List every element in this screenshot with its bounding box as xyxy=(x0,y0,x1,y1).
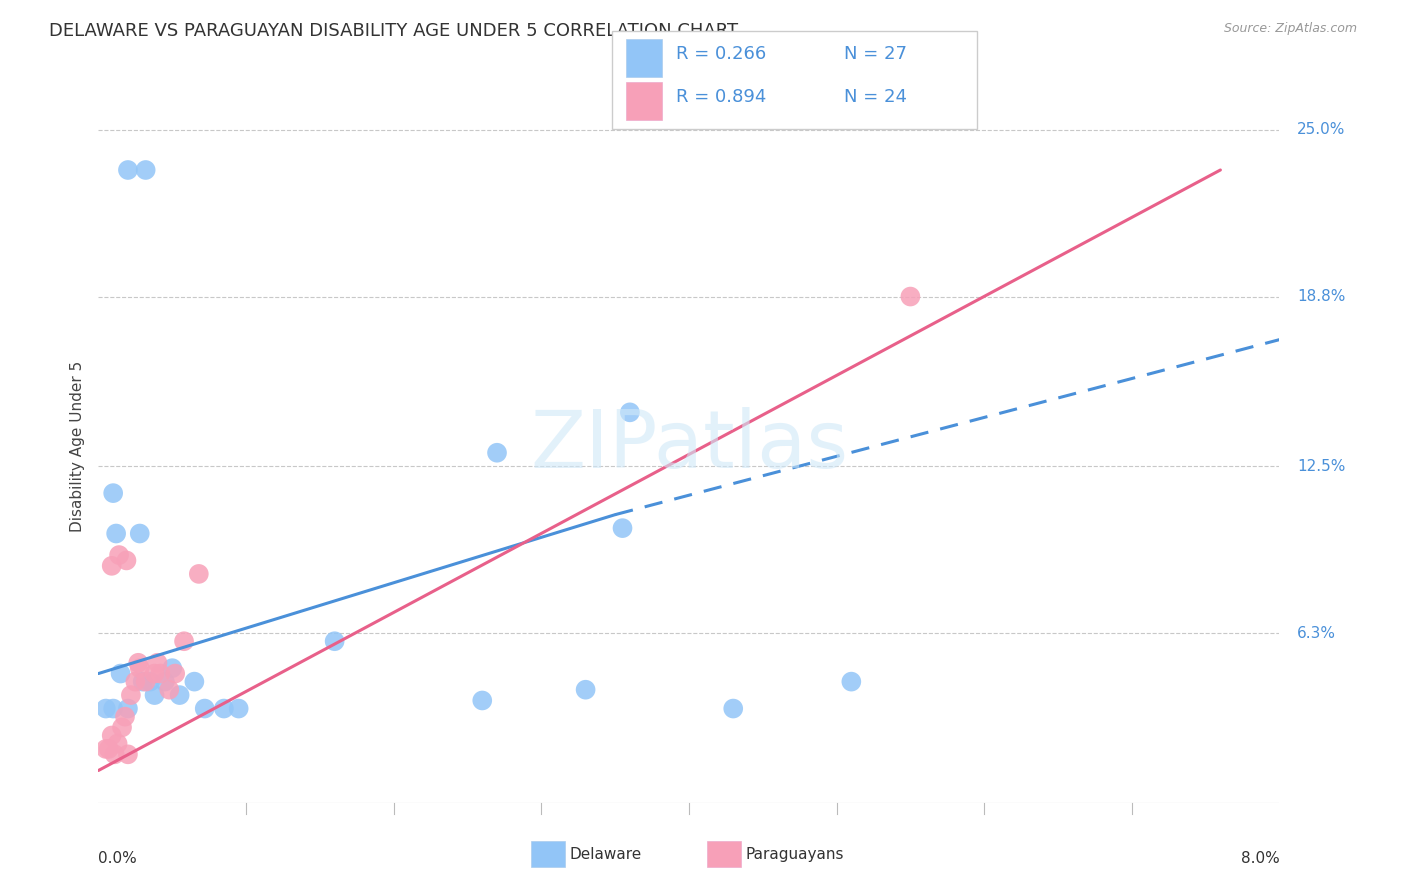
Point xyxy=(194,701,217,715)
Point xyxy=(841,674,863,689)
Point xyxy=(120,688,142,702)
Text: 0.0%: 0.0% xyxy=(98,851,138,866)
Point xyxy=(104,747,127,762)
Point xyxy=(146,656,169,670)
Point xyxy=(575,682,598,697)
Text: N = 27: N = 27 xyxy=(844,45,907,63)
Point xyxy=(107,737,129,751)
Point xyxy=(723,701,745,715)
Text: 12.5%: 12.5% xyxy=(1298,458,1346,474)
Point xyxy=(169,688,191,702)
Text: 6.3%: 6.3% xyxy=(1298,625,1336,640)
Point xyxy=(111,720,134,734)
Point xyxy=(124,674,146,689)
Text: ZIPatlas: ZIPatlas xyxy=(530,407,848,485)
Point xyxy=(149,666,172,681)
Point xyxy=(612,521,634,535)
Point xyxy=(153,674,176,689)
Text: 25.0%: 25.0% xyxy=(1298,122,1346,137)
Point xyxy=(103,486,125,500)
Text: Delaware: Delaware xyxy=(569,847,641,862)
Point xyxy=(139,674,162,689)
Point xyxy=(486,446,509,460)
Text: N = 24: N = 24 xyxy=(844,88,907,106)
Text: 8.0%: 8.0% xyxy=(1240,851,1279,866)
Point xyxy=(117,747,139,762)
Point xyxy=(128,661,150,675)
Point xyxy=(157,682,180,697)
Point xyxy=(183,674,205,689)
Point xyxy=(135,163,157,178)
Point xyxy=(108,548,131,562)
Point xyxy=(127,656,149,670)
Point xyxy=(619,405,641,419)
Point xyxy=(173,634,195,648)
Point xyxy=(94,701,117,715)
Point xyxy=(110,666,132,681)
Point xyxy=(128,526,150,541)
Point xyxy=(100,729,122,743)
Text: Source: ZipAtlas.com: Source: ZipAtlas.com xyxy=(1223,22,1357,36)
Point xyxy=(143,688,166,702)
Point xyxy=(117,163,139,178)
Point xyxy=(103,701,125,715)
Text: R = 0.266: R = 0.266 xyxy=(676,45,766,63)
Text: DELAWARE VS PARAGUAYAN DISABILITY AGE UNDER 5 CORRELATION CHART: DELAWARE VS PARAGUAYAN DISABILITY AGE UN… xyxy=(49,22,738,40)
Point xyxy=(97,742,120,756)
Y-axis label: Disability Age Under 5: Disability Age Under 5 xyxy=(69,360,84,532)
Point xyxy=(114,709,136,723)
Point xyxy=(105,526,128,541)
Text: Paraguayans: Paraguayans xyxy=(745,847,844,862)
Point xyxy=(162,661,183,675)
Point xyxy=(471,693,494,707)
Point xyxy=(115,553,138,567)
Point xyxy=(187,566,209,581)
Point xyxy=(100,558,122,573)
Point xyxy=(135,674,157,689)
Point xyxy=(228,701,250,715)
Point xyxy=(132,674,155,689)
Text: 18.8%: 18.8% xyxy=(1298,289,1346,304)
Point xyxy=(143,666,166,681)
Point xyxy=(117,701,139,715)
Point xyxy=(165,666,187,681)
Point xyxy=(94,742,117,756)
Point xyxy=(212,701,235,715)
Text: R = 0.894: R = 0.894 xyxy=(676,88,766,106)
Point xyxy=(900,289,922,303)
Point xyxy=(323,634,346,648)
